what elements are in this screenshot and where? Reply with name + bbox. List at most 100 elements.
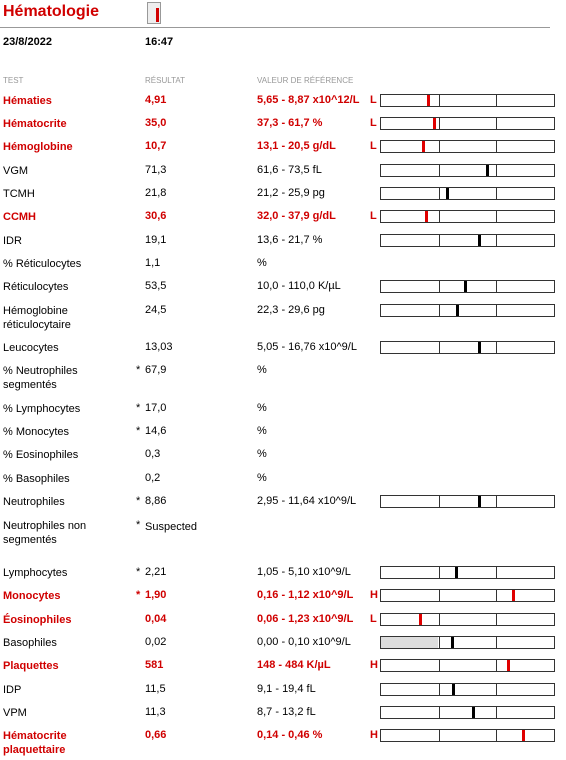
flag-star: * [136,402,141,414]
reference-range: 61,6 - 73,5 fL [257,164,322,176]
test-name: % Basophiles [3,473,70,485]
column-header: TEST [3,76,24,85]
gauge-divider [496,342,498,353]
gauge-divider [496,305,498,316]
result-value: 11,3 [145,706,166,718]
reference-range: 32,0 - 37,9 g/dL [257,210,336,222]
test-name: % Monocytes [3,426,70,438]
gauge-marker [521,730,525,741]
high-low-flag: H [370,659,378,671]
flag-star: * [136,589,141,601]
high-low-flag: L [370,117,377,129]
reference-range: 5,65 - 8,87 x10^12/L [257,94,360,106]
gauge-divider [438,342,440,353]
time: 16:47 [145,36,174,48]
gauge-marker [446,188,450,199]
gauge-divider [438,707,440,718]
test-name: VPM [3,707,27,719]
icon [147,2,161,24]
gauge-marker [425,211,429,222]
gauge-divider [496,118,498,129]
range-gauge [380,659,555,672]
gauge-marker [471,707,475,718]
gauge-divider [438,590,440,601]
result-value: 2,21 [145,566,167,578]
high-low-flag: L [370,613,377,625]
result-value: 24,5 [145,304,167,316]
range-gauge [380,164,555,177]
reference-range: 1,05 - 5,10 x10^9/L [257,566,351,578]
gauge-divider [438,188,440,199]
test-name: Leucocytes [3,342,59,354]
gauge-marker [419,614,423,625]
flag-star: * [136,519,141,531]
gauge-divider [496,707,498,718]
range-gauge [380,140,555,153]
reference-range: 13,1 - 20,5 g/dL [257,140,336,152]
gauge-divider [438,141,440,152]
gauge-divider [438,637,440,648]
gauge-divider [496,567,498,578]
result-value: 17,0 [145,402,167,414]
result-value: 30,6 [145,210,167,222]
gauge-divider [438,281,440,292]
gauge-divider [496,660,498,671]
gauge-divider [438,305,440,316]
gauge-marker [427,95,431,106]
flag-star: * [136,566,141,578]
flag-star: * [136,495,141,507]
range-gauge [380,341,555,354]
reference-range: % [257,364,267,376]
reference-range: 5,05 - 16,76 x10^9/L [257,341,357,353]
gauge-divider [438,614,440,625]
gauge-marker [455,567,459,578]
gauge-divider [438,730,440,741]
column-header: RÉSULTAT [145,76,186,85]
test-name: % Eosinophiles [3,449,79,461]
test-name: % Neutrophiles segmentés [3,365,78,391]
high-low-flag: H [370,729,378,741]
gauge-shade [381,637,438,648]
test-name: Hématocrite [3,118,67,130]
range-gauge [380,613,555,626]
result-value: 19,1 [145,234,167,246]
range-gauge [380,636,555,649]
range-gauge [380,589,555,602]
range-gauge [380,117,555,130]
result-value: 0,02 [145,636,167,648]
gauge-divider [496,211,498,222]
result-value: 1,1 [145,257,161,269]
gauge-marker [478,235,482,246]
gauge-divider [438,95,440,106]
test-name: IDR [3,235,22,247]
result-value: 53,5 [145,280,167,292]
test-name: VGM [3,165,29,177]
high-low-flag: L [370,140,377,152]
gauge-divider [438,165,440,176]
reference-range: 0,14 - 0,46 % [257,729,323,741]
result-value: Suspected [145,521,197,533]
high-low-flag: H [370,589,378,601]
gauge-divider [496,281,498,292]
title: Hématologie [3,3,100,20]
date: 23/8/2022 [3,36,52,48]
test-name: % Réticulocytes [3,258,82,270]
reference-range: 22,3 - 29,6 pg [257,304,325,316]
range-gauge [380,210,555,223]
reference-range: 9,1 - 19,4 fL [257,683,316,695]
reference-range: % [257,448,267,460]
test-name: Hématies [3,95,52,107]
test-name: Neutrophiles non segmentés [3,520,87,546]
result-value: 10,7 [145,140,167,152]
gauge-marker [452,684,456,695]
gauge-divider [438,496,440,507]
range-gauge [380,94,555,107]
range-gauge [380,706,555,719]
gauge-divider [496,141,498,152]
reference-range: 13,6 - 21,7 % [257,234,323,246]
gauge-divider [496,614,498,625]
reference-range: 2,95 - 11,64 x10^9/L [257,495,357,507]
reference-range: % [257,425,267,437]
gauge-divider [438,684,440,695]
gauge-marker [478,496,482,507]
